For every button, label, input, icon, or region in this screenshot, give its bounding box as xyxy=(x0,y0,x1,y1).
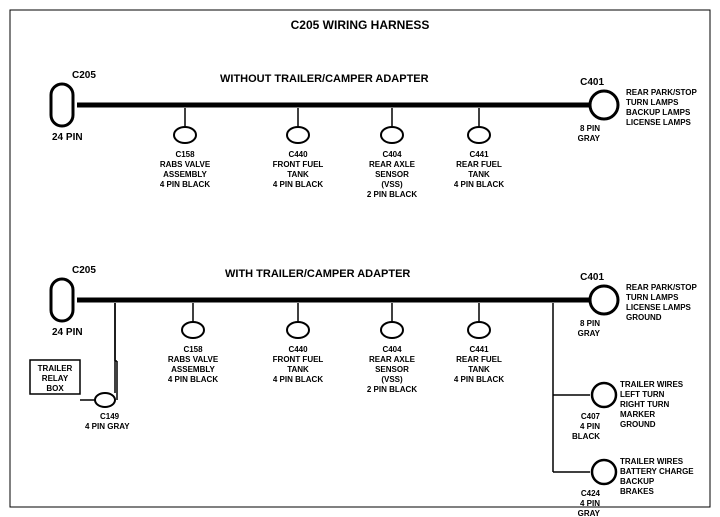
svg-text:C158: C158 xyxy=(175,150,195,159)
svg-text:TRAILER: TRAILER xyxy=(38,364,73,373)
svg-text:REAR FUEL: REAR FUEL xyxy=(456,355,502,364)
svg-text:C407: C407 xyxy=(581,412,601,421)
svg-text:C158: C158 xyxy=(183,345,203,354)
svg-text:C401: C401 xyxy=(580,272,604,283)
svg-text:4 PIN BLACK: 4 PIN BLACK xyxy=(273,375,323,384)
svg-text:4 PIN BLACK: 4 PIN BLACK xyxy=(168,375,218,384)
svg-text:GRAY: GRAY xyxy=(578,509,601,517)
svg-text:RIGHT TURN: RIGHT TURN xyxy=(620,400,670,409)
svg-text:REAR FUEL: REAR FUEL xyxy=(456,160,502,169)
svg-text:4 PIN BLACK: 4 PIN BLACK xyxy=(273,180,323,189)
svg-text:4 PIN GRAY: 4 PIN GRAY xyxy=(85,422,130,431)
svg-text:BOX: BOX xyxy=(46,384,64,393)
wiring-diagram: C205 WIRING HARNESS WITHOUT TRAILER/CAMPE… xyxy=(0,0,720,517)
svg-text:24 PIN: 24 PIN xyxy=(52,327,83,338)
svg-text:24 PIN: 24 PIN xyxy=(52,132,83,143)
svg-text:TURN LAMPS: TURN LAMPS xyxy=(626,293,679,302)
svg-text:LICENSE LAMPS: LICENSE LAMPS xyxy=(626,303,692,312)
svg-text:ASSEMBLY: ASSEMBLY xyxy=(163,170,207,179)
svg-text:TRAILER WIRES: TRAILER WIRES xyxy=(620,380,684,389)
svg-text:WITH TRAILER/CAMPER ADAPTER: WITH TRAILER/CAMPER ADAPTER xyxy=(225,268,410,280)
svg-text:GROUND: GROUND xyxy=(626,313,662,322)
svg-text:SENSOR: SENSOR xyxy=(375,170,409,179)
svg-text:C424: C424 xyxy=(581,489,601,498)
svg-text:BACKUP LAMPS: BACKUP LAMPS xyxy=(626,108,691,117)
svg-text:LEFT TURN: LEFT TURN xyxy=(620,390,665,399)
svg-text:RELAY: RELAY xyxy=(42,374,69,383)
svg-text:4 PIN: 4 PIN xyxy=(580,422,600,431)
svg-text:BATTERY CHARGE: BATTERY CHARGE xyxy=(620,467,694,476)
svg-text:SENSOR: SENSOR xyxy=(375,365,409,374)
svg-text:REAR PARK/STOP: REAR PARK/STOP xyxy=(626,283,697,292)
svg-text:C441: C441 xyxy=(469,345,489,354)
svg-text:C205 WIRING HARNESS: C205 WIRING HARNESS xyxy=(291,18,430,32)
svg-text:REAR AXLE: REAR AXLE xyxy=(369,160,416,169)
svg-text:TANK: TANK xyxy=(287,365,309,374)
svg-text:REAR AXLE: REAR AXLE xyxy=(369,355,416,364)
svg-text:C205: C205 xyxy=(72,265,96,276)
svg-text:8 PIN: 8 PIN xyxy=(580,124,600,133)
svg-text:TANK: TANK xyxy=(287,170,309,179)
svg-text:RABS VALVE: RABS VALVE xyxy=(160,160,211,169)
svg-text:(VSS): (VSS) xyxy=(381,180,403,189)
svg-text:C404: C404 xyxy=(382,150,402,159)
svg-text:GRAY: GRAY xyxy=(578,134,601,143)
svg-text:GROUND: GROUND xyxy=(620,420,656,429)
svg-text:C404: C404 xyxy=(382,345,402,354)
svg-text:FRONT FUEL: FRONT FUEL xyxy=(273,355,324,364)
svg-text:4 PIN BLACK: 4 PIN BLACK xyxy=(160,180,210,189)
svg-text:2 PIN BLACK: 2 PIN BLACK xyxy=(367,190,417,199)
svg-text:BACKUP: BACKUP xyxy=(620,477,655,486)
svg-text:4 PIN: 4 PIN xyxy=(580,499,600,508)
svg-text:4 PIN BLACK: 4 PIN BLACK xyxy=(454,375,504,384)
svg-text:LICENSE LAMPS: LICENSE LAMPS xyxy=(626,118,692,127)
svg-text:MARKER: MARKER xyxy=(620,410,655,419)
svg-text:ASSEMBLY: ASSEMBLY xyxy=(171,365,215,374)
svg-text:FRONT FUEL: FRONT FUEL xyxy=(273,160,324,169)
svg-text:C149: C149 xyxy=(100,412,120,421)
svg-text:C440: C440 xyxy=(288,150,308,159)
svg-text:C401: C401 xyxy=(580,77,604,88)
svg-text:8 PIN: 8 PIN xyxy=(580,319,600,328)
svg-text:RABS VALVE: RABS VALVE xyxy=(168,355,219,364)
svg-text:BRAKES: BRAKES xyxy=(620,487,654,496)
svg-text:TANK: TANK xyxy=(468,170,490,179)
svg-text:C441: C441 xyxy=(469,150,489,159)
svg-text:TRAILER WIRES: TRAILER WIRES xyxy=(620,457,684,466)
svg-text:TANK: TANK xyxy=(468,365,490,374)
svg-text:BLACK: BLACK xyxy=(572,432,600,441)
svg-text:(VSS): (VSS) xyxy=(381,375,403,384)
svg-text:REAR PARK/STOP: REAR PARK/STOP xyxy=(626,88,697,97)
svg-text:TURN LAMPS: TURN LAMPS xyxy=(626,98,679,107)
svg-text:C440: C440 xyxy=(288,345,308,354)
svg-text:C205: C205 xyxy=(72,70,96,81)
svg-text:4 PIN BLACK: 4 PIN BLACK xyxy=(454,180,504,189)
svg-text:WITHOUT TRAILER/CAMPER ADAPT: WITHOUT TRAILER/CAMPER ADAPTER xyxy=(220,73,429,85)
svg-text:2 PIN BLACK: 2 PIN BLACK xyxy=(367,385,417,394)
svg-text:GRAY: GRAY xyxy=(578,329,601,338)
